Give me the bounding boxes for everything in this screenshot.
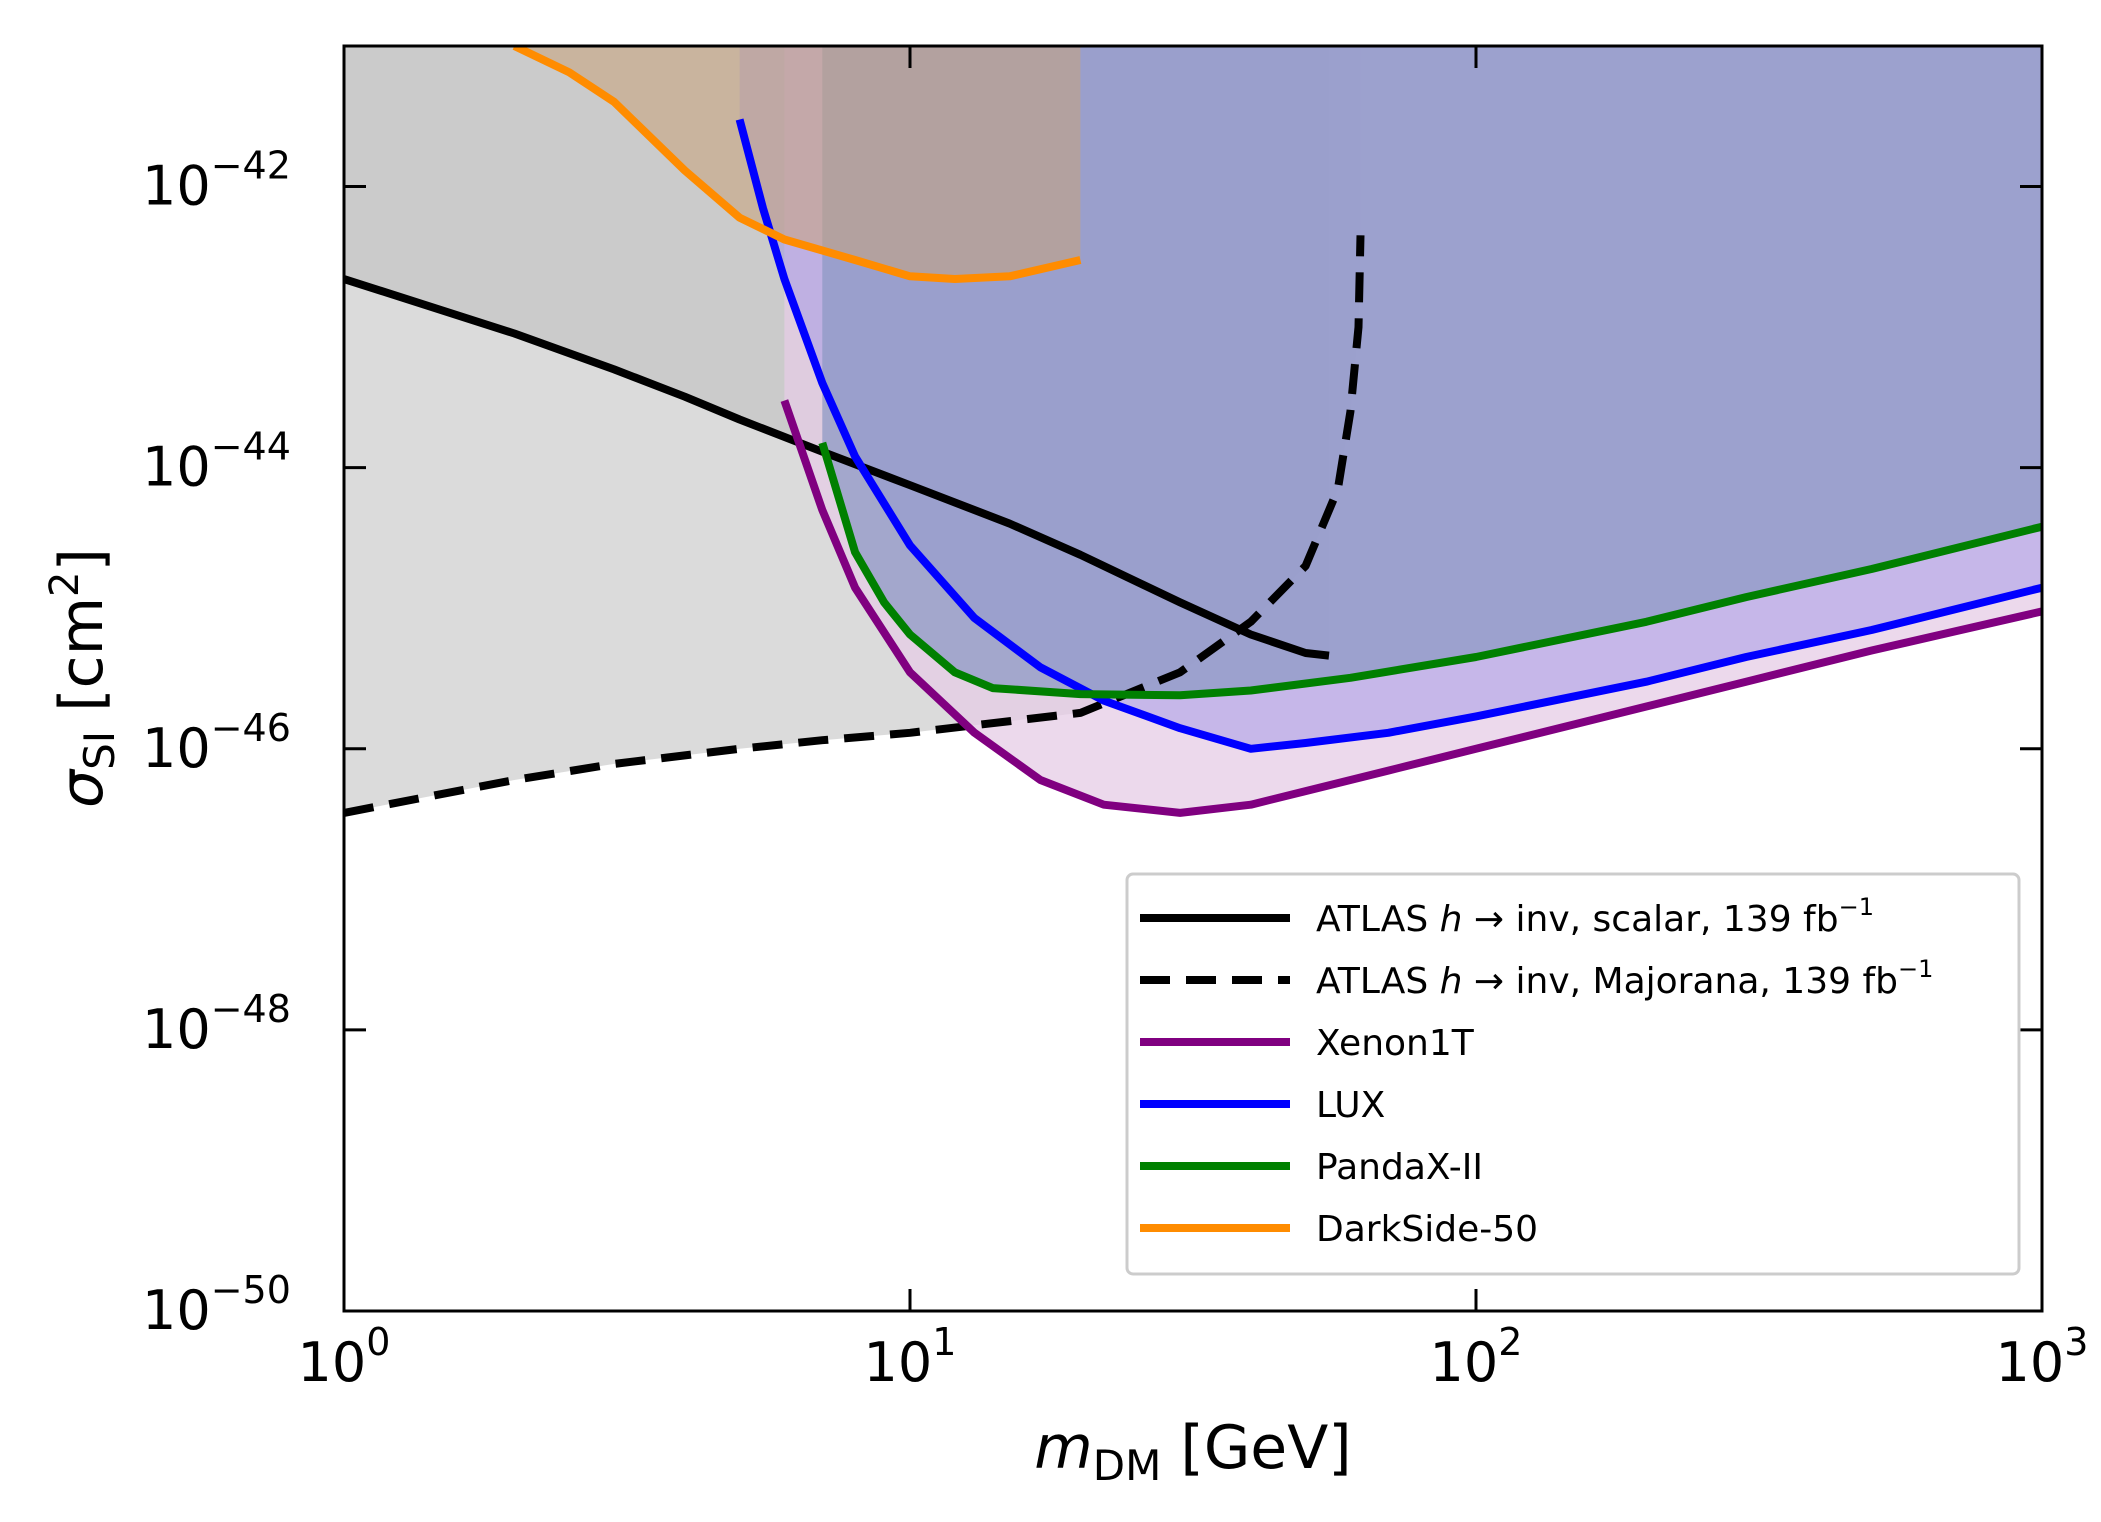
plot-frame: [342, 44, 2044, 1313]
exclusion-regions: [344, 46, 2042, 813]
legend-label-atlas-h-inv-majorana-139-fb: ATLAS h → inv, Majorana, 139 fb−1: [1316, 955, 1933, 1002]
x-tick-label: 102: [1430, 1320, 1523, 1394]
legend-label-lux: LUX: [1316, 1085, 1385, 1126]
pandax-ii-region: [822, 46, 2042, 696]
y-axis-label: σSI [cm2]: [42, 548, 124, 808]
axis-ticks: 100 101 102 103 10−42 10−44 10−46 10−48 10−50: [142, 46, 2088, 1394]
x-tick-label: 100: [298, 1320, 391, 1394]
y-tick-label: 10−50: [142, 1268, 291, 1342]
atlas-h-inv-scalar-139-fb-line: [344, 275, 1330, 660]
darkside-50-line: [512, 46, 1082, 283]
darkside-50-region: [514, 46, 1081, 279]
x-tick-label: 103: [1996, 1320, 2089, 1394]
y-tick-label: 10−46: [142, 706, 291, 780]
limit-curves: [344, 46, 2042, 817]
legend-label-xenon1t: Xenon1T: [1316, 1023, 1475, 1064]
y-tick-label: 10−48: [142, 987, 291, 1061]
y-tick-label: 10−42: [142, 144, 291, 218]
xenon1t-line: [780, 399, 2042, 817]
x-axis-label: mDM [GeV]: [1034, 1413, 1351, 1490]
legend-box: [1125, 872, 2021, 1276]
pandax-ii-line: [818, 441, 2042, 700]
legend: ATLAS h → inv, scalar, 139 fb−1 ATLAS h →…: [1125, 872, 2021, 1276]
x-tick-label: 101: [864, 1320, 957, 1394]
legend-label-atlas-h-inv-scalar-139-fb: ATLAS h → inv, scalar, 139 fb−1: [1316, 893, 1874, 940]
lux-line: [735, 118, 2042, 753]
y-tick-label: 10−44: [142, 425, 291, 499]
legend-label-darkside-50: DarkSide-50: [1316, 1209, 1538, 1250]
legend-label-pandax-ii: PandaX-II: [1316, 1147, 1483, 1188]
